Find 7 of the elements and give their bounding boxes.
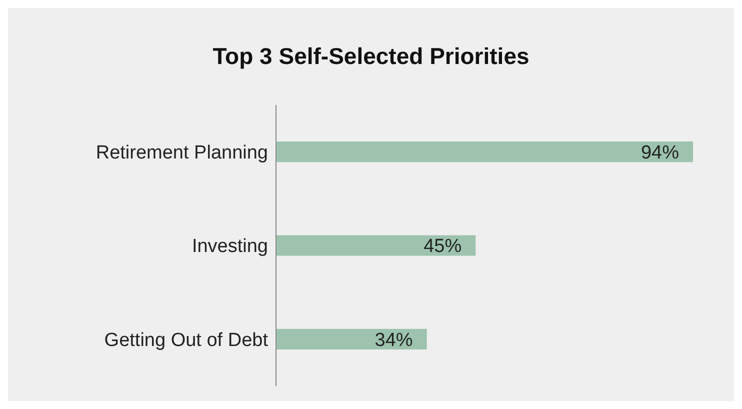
y-tick-label: Getting Out of Debt	[104, 330, 269, 351]
data-label: 45%	[424, 236, 462, 258]
y-tick-label: Investing	[192, 236, 268, 258]
chart-title: Top 3 Self-Selected Priorities	[212, 43, 530, 70]
y-tick-label: Retirement Planning	[96, 142, 268, 164]
data-label: 34%	[374, 330, 413, 351]
data-label: 94%	[640, 142, 680, 164]
